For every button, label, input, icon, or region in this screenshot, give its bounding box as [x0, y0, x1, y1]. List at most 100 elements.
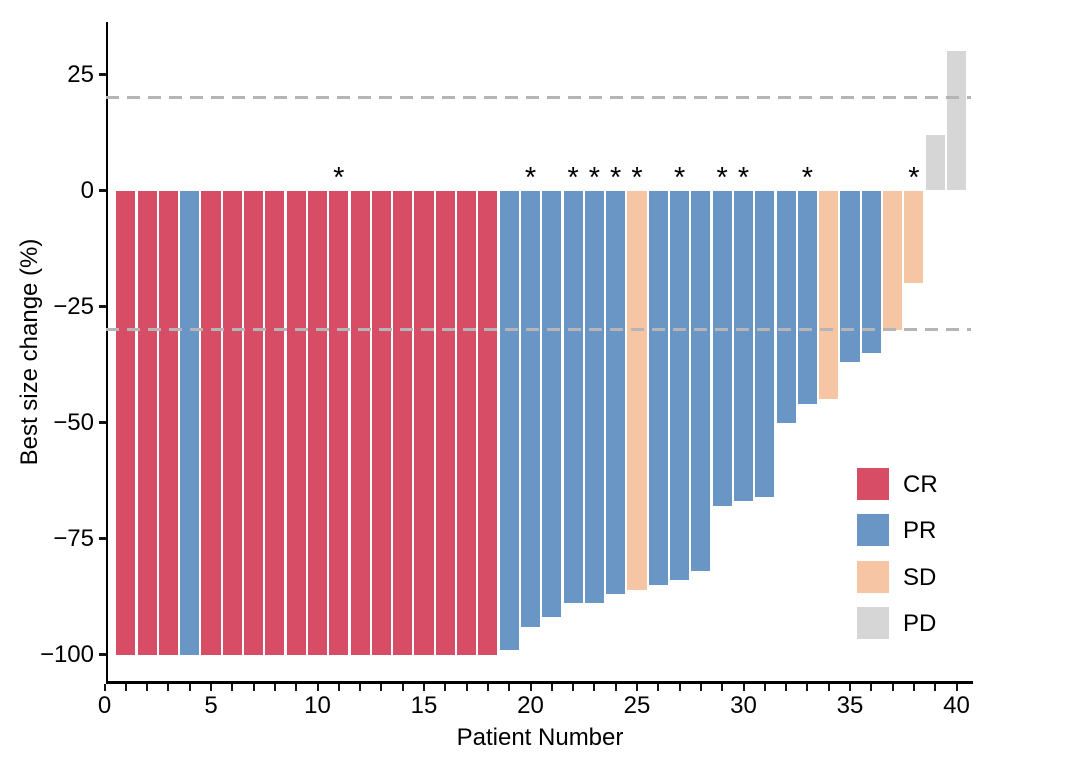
asterisk-patient-22: * — [567, 162, 579, 194]
asterisk-patient-23: * — [588, 162, 601, 194]
y-tick-25 — [98, 73, 106, 76]
bar-patient-12 — [350, 190, 370, 655]
x-tick-20 — [529, 684, 532, 691]
x-tick-21 — [550, 684, 553, 691]
bar-patient-16 — [435, 190, 455, 655]
asterisk-patient-27: * — [673, 162, 686, 194]
legend-label-sd: SD — [903, 563, 937, 591]
x-tick-7 — [252, 684, 255, 691]
x-tick-32 — [785, 684, 788, 691]
x-tick-6 — [231, 684, 234, 691]
x-tick-18 — [486, 684, 489, 691]
x-tick-2 — [146, 684, 149, 691]
y-axis-title: Best size change (%) — [16, 238, 43, 466]
x-tick-3 — [167, 684, 170, 691]
x-tick-35 — [849, 684, 851, 691]
bar-patient-37 — [883, 190, 903, 330]
x-tick-17 — [465, 684, 468, 691]
x-tick-12 — [359, 684, 362, 691]
y-tick-label-25: 25 — [67, 60, 94, 88]
legend-label-pr: PR — [903, 517, 937, 545]
bar-patient-18 — [478, 190, 498, 655]
bar-patient-31 — [755, 190, 775, 497]
x-tick-25 — [636, 684, 638, 691]
legend-label-pd: PD — [903, 609, 937, 637]
x-tick-27 — [678, 684, 681, 691]
bar-patient-33 — [797, 190, 817, 404]
y-tick--50 — [98, 421, 106, 424]
x-tick-1 — [124, 684, 127, 691]
x-tick-10 — [316, 684, 319, 691]
bar-patient-10 — [307, 190, 328, 655]
bar-patient-5 — [201, 190, 221, 655]
x-tick-26 — [657, 684, 660, 691]
bar-patient-39 — [925, 134, 945, 191]
bar-patient-21 — [542, 190, 562, 618]
bar-patient-2 — [137, 190, 157, 655]
bar-patient-4 — [180, 190, 200, 655]
y-tick-label-0: 0 — [80, 176, 94, 204]
y-tick--75 — [98, 537, 106, 540]
legend-swatch-sd — [857, 560, 889, 593]
x-tick-4 — [188, 684, 191, 691]
x-tick-38 — [912, 684, 915, 691]
bar-patient-29 — [712, 190, 732, 507]
y-tick--100 — [98, 653, 106, 656]
asterisk-patient-30: * — [737, 162, 750, 194]
x-tick-24 — [614, 684, 617, 691]
y-tick-label--75: −75 — [53, 524, 94, 552]
x-tick-33 — [806, 684, 809, 691]
bar-patient-24 — [606, 190, 626, 595]
asterisk-patient-38: * — [908, 162, 920, 194]
bar-patient-9 — [286, 190, 306, 655]
x-tick-label-30: 30 — [730, 692, 757, 719]
bar-patient-17 — [457, 190, 477, 655]
x-tick-36 — [870, 684, 873, 691]
asterisk-patient-29: * — [716, 162, 728, 194]
legend-swatch-pd — [857, 606, 889, 639]
x-tick-19 — [508, 684, 511, 691]
bar-patient-6 — [222, 190, 242, 655]
y-tick--25 — [98, 305, 106, 308]
bar-patient-7 — [244, 190, 264, 655]
x-tick-34 — [827, 684, 830, 691]
legend-swatch-cr — [857, 468, 889, 500]
bar-patient-13 — [371, 190, 391, 655]
bar-patient-3 — [158, 190, 178, 655]
bar-patient-35 — [840, 190, 860, 363]
bar-patient-23 — [584, 190, 604, 604]
x-tick-23 — [593, 684, 596, 691]
x-tick-label-40: 40 — [943, 692, 970, 719]
x-tick-22 — [572, 684, 575, 691]
y-tick-label--25: −25 — [53, 292, 94, 320]
x-tick-label-25: 25 — [623, 692, 651, 719]
bar-patient-19 — [499, 190, 519, 650]
bar-patient-8 — [265, 190, 285, 655]
bar-patient-30 — [733, 190, 754, 502]
y-tick-label--50: −50 — [53, 408, 94, 436]
y-tick-label--100: −100 — [39, 640, 94, 668]
x-tick-14 — [401, 684, 404, 691]
y-tick-0 — [98, 189, 106, 192]
x-tick-label-0: 0 — [97, 692, 112, 719]
asterisk-patient-11: * — [333, 162, 345, 194]
x-tick-5 — [210, 684, 212, 691]
x-axis-title: Patient Number — [456, 724, 624, 751]
bar-patient-25 — [627, 190, 647, 590]
x-tick-label-15: 15 — [410, 692, 438, 719]
x-tick-16 — [444, 684, 447, 691]
bar-patient-20 — [520, 190, 541, 627]
x-tick-30 — [742, 684, 745, 691]
x-tick-0 — [103, 684, 106, 691]
reference-line--30 — [105, 328, 971, 332]
bar-patient-27 — [670, 190, 690, 581]
x-tick-label-5: 5 — [204, 692, 218, 719]
x-tick-label-10: 10 — [304, 692, 331, 719]
asterisk-patient-33: * — [801, 162, 814, 194]
asterisk-patient-24: * — [610, 162, 622, 194]
bar-patient-36 — [861, 190, 881, 353]
asterisk-patient-25: * — [631, 162, 643, 194]
x-tick-label-20: 20 — [517, 692, 544, 719]
x-tick-31 — [763, 684, 766, 691]
